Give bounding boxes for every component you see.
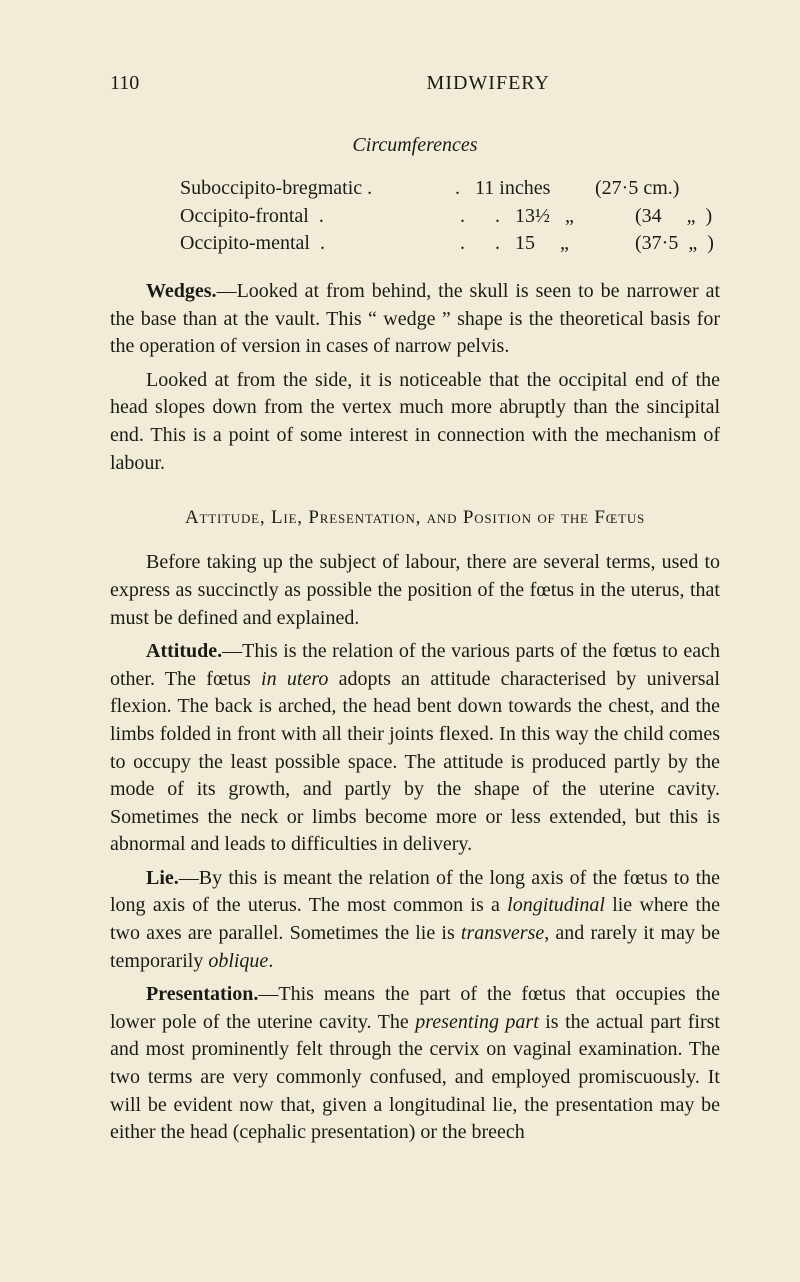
para-wedges-2: Looked at from the side, it is noticeabl… [110, 367, 720, 477]
italic: longitudinal [507, 894, 605, 916]
section-title-text: Attitude, Lie, Presentation, and Positio… [185, 507, 645, 528]
circ-paren: (37·5 „ ) [635, 230, 714, 258]
circ-paren: (27·5 cm.) [595, 175, 679, 203]
runin-presentation: Presentation. [146, 983, 258, 1005]
italic: presenting part [415, 1011, 539, 1033]
italic: oblique [208, 950, 268, 972]
circ-label: Occipito-frontal . [180, 203, 440, 231]
page: 110 MIDWIFERY Circumferences Suboccipito… [0, 0, 800, 1282]
page-number: 110 [110, 70, 139, 98]
running-title: MIDWIFERY [427, 70, 550, 98]
section-title: Attitude, Lie, Presentation, and Positio… [110, 505, 720, 531]
table-row: Suboccipito-bregmatic . . 11 inches(27·5… [180, 175, 720, 203]
circ-dots: . . [440, 230, 515, 258]
running-header: 110 MIDWIFERY [110, 70, 720, 98]
para-attitude: Attitude.—This is the relation of the va… [110, 638, 720, 859]
text: adopts an attitude characterised by univ… [110, 668, 720, 856]
para-lie: Lie.—By this is meant the relation of th… [110, 865, 720, 975]
circ-value: 11 inches [475, 175, 595, 203]
italic: transverse [461, 922, 544, 944]
circumferences-table: Suboccipito-bregmatic . . 11 inches(27·5… [180, 175, 720, 258]
table-row: Occipito-frontal . . . 13½ „(34 „ ) [180, 203, 720, 231]
runin-wedges: Wedges. [146, 280, 217, 302]
subhead-circumferences: Circumferences [110, 132, 720, 160]
circ-label: Occipito-mental . [180, 230, 440, 258]
italic: in utero [261, 668, 328, 690]
circ-dots: . . [440, 203, 515, 231]
circ-value: 13½ „ [515, 203, 635, 231]
para-presentation: Presentation.—This means the part of the… [110, 981, 720, 1147]
circ-paren: (34 „ ) [635, 203, 712, 231]
circ-dots: . [440, 175, 475, 203]
circ-label: Suboccipito-bregmatic . [180, 175, 440, 203]
runin-lie: Lie. [146, 867, 179, 889]
para-wedges: Wedges.—Looked at from behind, the skull… [110, 278, 720, 361]
para-before: Before taking up the subject of labour, … [110, 549, 720, 632]
text: . [268, 950, 273, 972]
circ-value: 15 „ [515, 230, 635, 258]
table-row: Occipito-mental . . . 15 „(37·5 „ ) [180, 230, 720, 258]
runin-attitude: Attitude. [146, 640, 222, 662]
